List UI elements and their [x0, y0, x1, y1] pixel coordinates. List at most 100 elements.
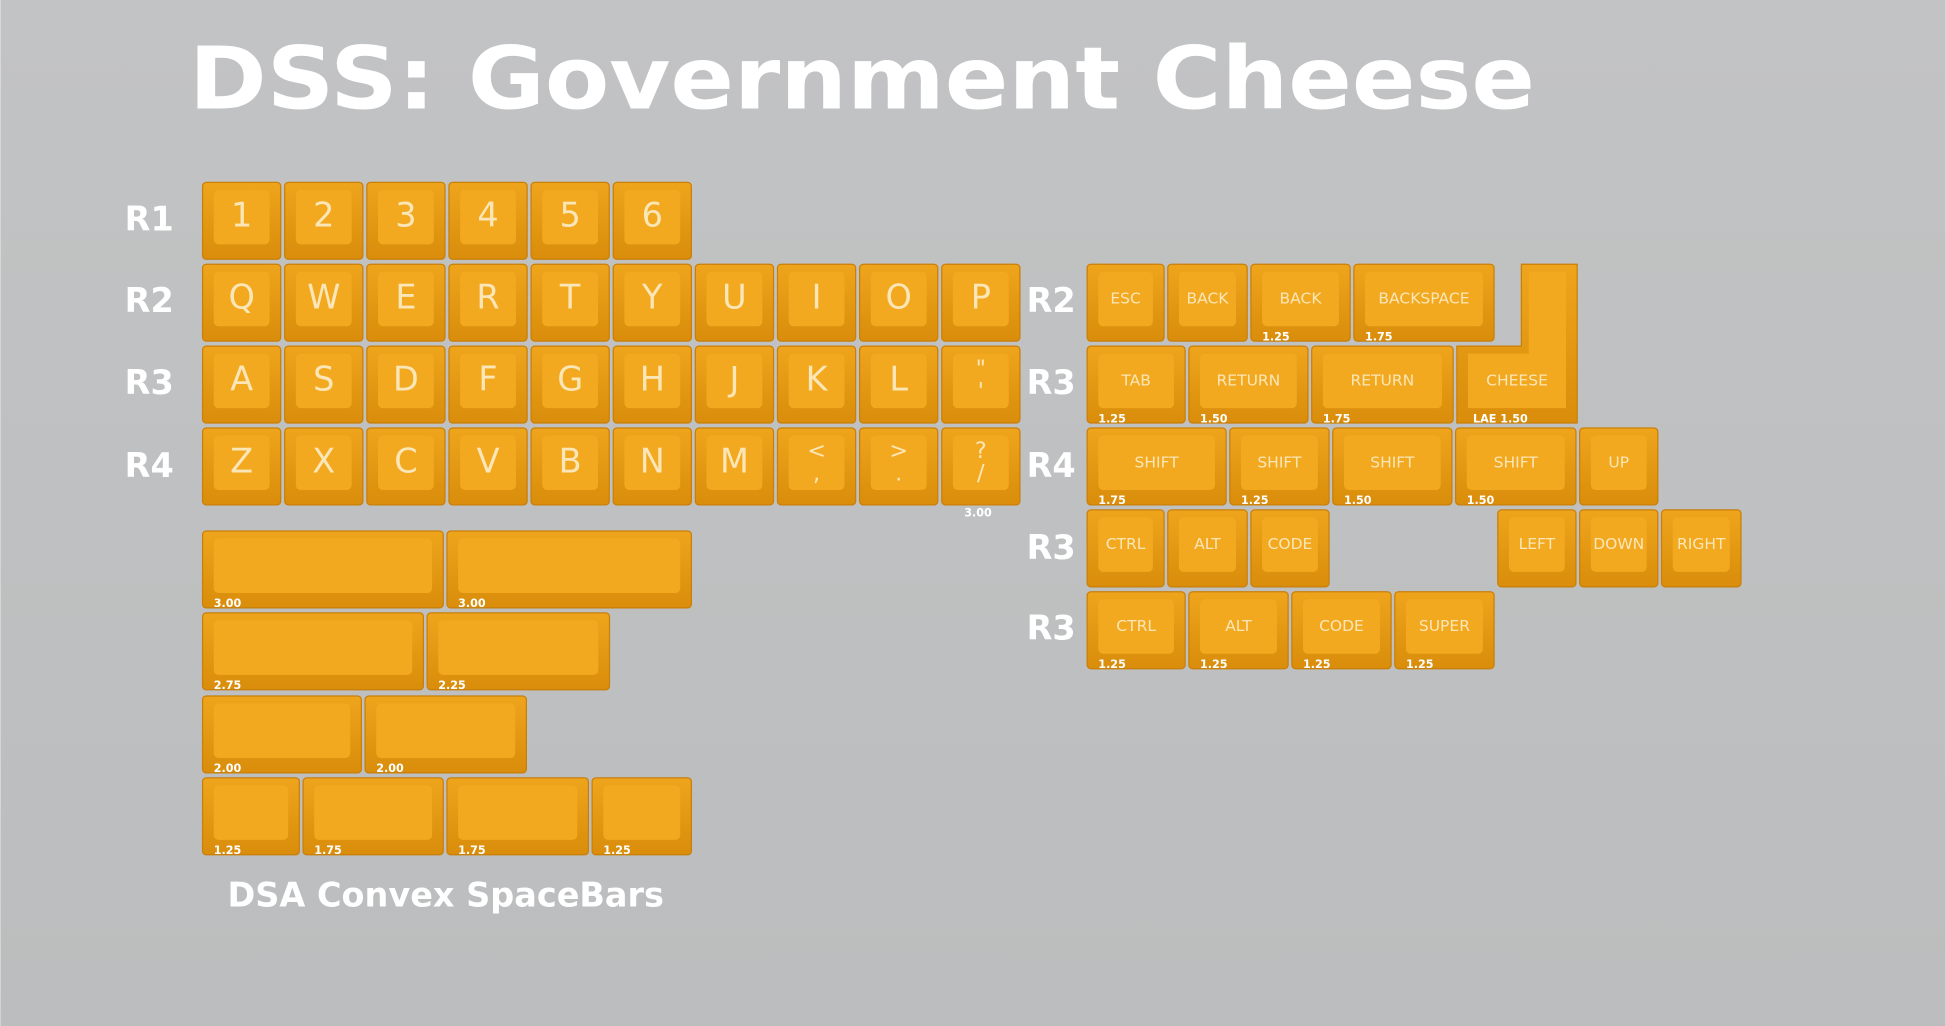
size-label: 1.25 — [214, 844, 242, 857]
legend: CODE — [1268, 535, 1313, 553]
keycap: J — [694, 345, 775, 424]
legend: " — [976, 356, 986, 382]
keycap: A — [201, 345, 282, 424]
legend: RETURN — [1351, 371, 1415, 389]
keycap-top — [870, 271, 927, 327]
row-label: R3 — [1027, 363, 1076, 402]
keycap-top — [706, 353, 763, 409]
keycap-top — [542, 435, 599, 491]
legend: SHIFT — [1494, 453, 1539, 471]
legend: ALT — [1225, 617, 1252, 635]
legend: SHIFT — [1370, 453, 1415, 471]
keycap: CTRL — [1086, 509, 1165, 588]
row-label: R2 — [125, 281, 174, 320]
keycap: 6 — [612, 181, 692, 260]
keycap: BACKSPACE 1.75 — [1353, 263, 1495, 343]
keycap-top — [1200, 353, 1297, 409]
keycap: SUPER 1.25 — [1394, 591, 1495, 671]
keycap-top — [213, 538, 433, 594]
row-label: R2 — [1027, 281, 1076, 320]
keycap-top — [870, 353, 927, 409]
keycap-top — [542, 189, 599, 245]
keycap: O — [858, 263, 939, 342]
keycap-top — [788, 435, 845, 491]
keycap-top — [1466, 435, 1565, 491]
keycap: 2.25 — [426, 612, 611, 692]
keycap-top — [295, 271, 352, 327]
legend: SHIFT — [1135, 453, 1180, 471]
keycap-top — [542, 353, 599, 409]
legend: Q — [228, 277, 254, 316]
legend: G — [557, 359, 583, 398]
keycap-top — [458, 538, 681, 594]
legend: Y — [641, 277, 663, 316]
keycap-top — [295, 435, 352, 491]
keycap: R — [448, 263, 528, 342]
keycap-top — [1178, 517, 1237, 572]
size-label: 1.50 — [1344, 494, 1372, 507]
keycap-top — [213, 189, 270, 245]
keycap: S — [284, 345, 364, 424]
size-label: 3.00 — [214, 597, 242, 610]
keycap-top — [460, 189, 516, 245]
keycap-top — [460, 435, 516, 491]
keycap: 3.00 — [201, 530, 444, 610]
legend: BACK — [1280, 289, 1323, 307]
legend: H — [640, 359, 665, 398]
keycap-top — [213, 271, 270, 327]
size-label: 1.75 — [458, 844, 486, 857]
size-label: 1.75 — [314, 844, 342, 857]
keycap-top — [1590, 517, 1647, 572]
keycap-top — [1468, 271, 1567, 409]
keycap: X — [284, 427, 364, 506]
keycap: SHIFT 1.75 — [1086, 427, 1227, 507]
size-label: 3.00 — [964, 507, 992, 520]
legend: 3 — [395, 196, 416, 235]
legend: 6 — [642, 196, 663, 235]
keycap-top — [1262, 271, 1339, 327]
keycap: F — [448, 345, 528, 424]
legend: TAB — [1120, 371, 1151, 389]
legend: CODE — [1319, 617, 1364, 635]
keycap: ESC — [1086, 263, 1165, 342]
keycap-top — [788, 271, 845, 327]
keycap: 2 — [284, 181, 364, 260]
keycap-top — [458, 785, 578, 840]
legend: DOWN — [1593, 535, 1644, 553]
keycap-top — [460, 353, 516, 409]
keycap: Z — [201, 427, 282, 506]
legend: W — [307, 277, 340, 316]
legend: ESC — [1110, 289, 1140, 307]
legend: K — [806, 359, 829, 398]
keycap-top — [438, 620, 599, 675]
keycap-top — [952, 435, 1009, 491]
legend: C — [394, 441, 417, 480]
legend: M — [720, 441, 749, 480]
keycap: G — [530, 345, 610, 424]
legend: F — [478, 359, 497, 398]
keycap: 4 — [448, 181, 528, 260]
legend: R — [476, 277, 499, 316]
keycap-top — [314, 785, 433, 840]
row-label: R4 — [125, 446, 174, 485]
keycap: CHEESE LAE 1.50 — [1456, 263, 1578, 425]
keycap-top — [295, 189, 352, 245]
size-label: 1.25 — [1098, 412, 1126, 425]
keycap: L — [858, 345, 939, 424]
keycap-top — [624, 189, 681, 245]
legend: RETURN — [1217, 371, 1281, 389]
keycap-top — [706, 271, 763, 327]
size-label: 1.25 — [1200, 658, 1228, 671]
legend: / — [977, 460, 985, 486]
keycap: ALT 1.25 — [1188, 591, 1289, 671]
keycap-top — [295, 353, 352, 409]
legend: CTRL — [1116, 617, 1156, 635]
keycap-top — [1262, 517, 1318, 572]
row-label: R3 — [1027, 609, 1076, 648]
keycap: Y — [612, 263, 692, 342]
legend: ' — [978, 379, 984, 405]
size-label: 1.25 — [1262, 330, 1290, 343]
keycap-top — [1200, 599, 1277, 654]
